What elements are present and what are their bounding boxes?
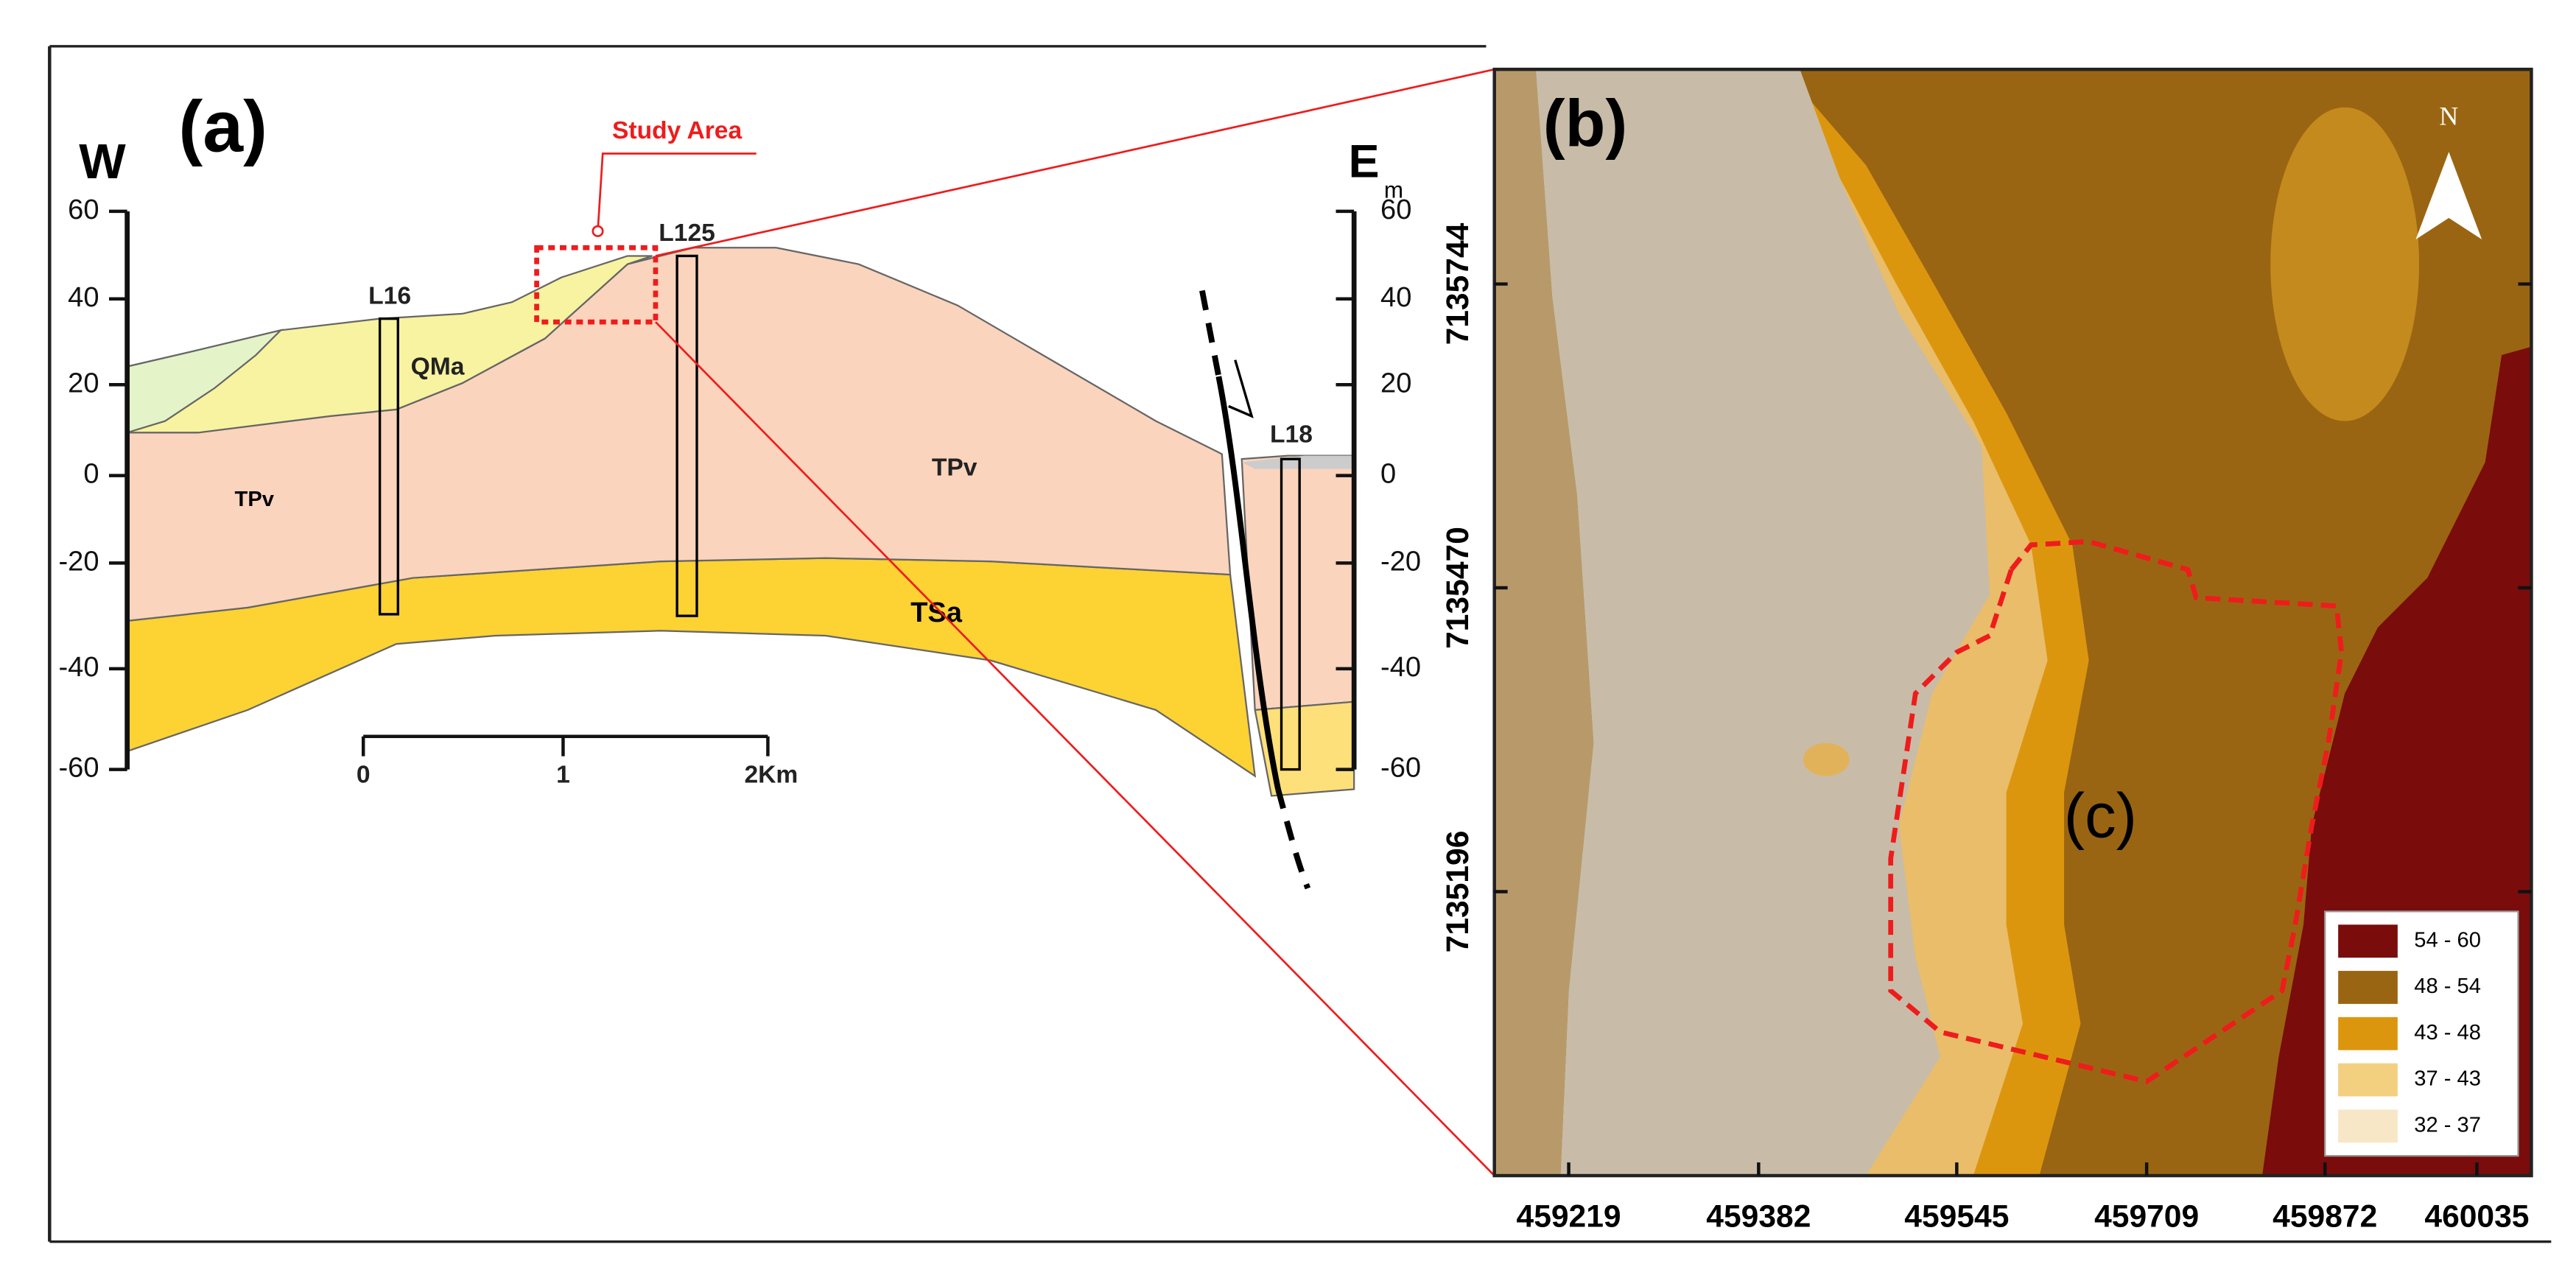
y-tick-label: 7135744 xyxy=(1440,222,1475,345)
scale-label: 0 xyxy=(357,761,371,788)
y-tick-label: 7135470 xyxy=(1440,527,1475,649)
map-ticks: 459219 459382 459545 459709 459872 460035 7135… xyxy=(1440,222,2532,1235)
fault-dashed xyxy=(1199,289,1311,890)
fault-arrow xyxy=(1228,359,1254,418)
x-tick-label: 459382 xyxy=(1706,1199,1811,1235)
ticks: 60 40 20 0 -20 -40 -60 60 40 20 0 -20 -40 -60 xyxy=(58,194,1421,784)
unit-label: TSa xyxy=(910,597,963,628)
north-label: N xyxy=(2439,102,2458,131)
y-tick-label: 40 xyxy=(1380,282,1411,313)
legend-label: 37 - 43 xyxy=(2414,1067,2481,1091)
inset-label: (c) xyxy=(2064,782,2137,852)
y-tick-label: -60 xyxy=(1380,753,1421,784)
x-tick-label: 459545 xyxy=(1904,1199,2009,1235)
legend-label: 48 - 54 xyxy=(2414,975,2481,998)
legend-swatch xyxy=(2338,1063,2398,1097)
x-tick-label: 459219 xyxy=(1517,1199,1621,1235)
legend-swatch xyxy=(2338,1109,2398,1143)
legend-items: 54 - 60 48 - 54 43 - 48 37 - 43 32 - 37 xyxy=(2338,924,2481,1143)
study-area-marker xyxy=(592,225,604,237)
x-tick-label: 459709 xyxy=(2094,1199,2199,1235)
y-tick-label: -60 xyxy=(58,753,99,784)
y-tick-label: 7135196 xyxy=(1440,831,1475,953)
y-tick-label: 40 xyxy=(68,282,99,313)
study-area-label: Study Area xyxy=(612,117,742,144)
y-tick-label: 0 xyxy=(1380,459,1396,490)
green-layer xyxy=(126,329,284,434)
legend-swatch xyxy=(2338,971,2398,1004)
panel-label: (a) xyxy=(178,85,267,166)
x-tick-label: 459872 xyxy=(2273,1199,2377,1235)
fault xyxy=(1215,376,1281,790)
well-label: L16 xyxy=(368,282,411,309)
well xyxy=(378,317,399,616)
y-tick-label: 0 xyxy=(83,459,99,490)
unit-label: TPv xyxy=(235,488,275,511)
zoom-line xyxy=(655,68,1495,257)
study-area-box xyxy=(534,245,659,325)
west-label: W xyxy=(79,134,126,189)
y-tick-label: -40 xyxy=(58,652,99,683)
y-tick-label: -40 xyxy=(1380,652,1421,683)
legend-label: 32 - 37 xyxy=(2414,1113,2481,1137)
x-tick-label: 460035 xyxy=(2424,1199,2529,1235)
map-frame xyxy=(1492,67,2533,1178)
scale-label: 1 xyxy=(556,761,570,788)
legend-swatch xyxy=(2338,1017,2398,1050)
y-tick-label: -20 xyxy=(1380,546,1421,577)
well xyxy=(1280,457,1301,771)
well-label: L18 xyxy=(1270,421,1313,449)
y-tick-label: 60 xyxy=(68,194,99,225)
y-tick-label: 60 xyxy=(1380,194,1411,225)
legend-label: 43 - 48 xyxy=(2414,1021,2481,1044)
legend-swatch xyxy=(2338,924,2398,958)
unit-label: m xyxy=(1384,177,1403,203)
scale-label: 2Km xyxy=(744,761,798,788)
scale-bar xyxy=(361,734,770,756)
east-label: E xyxy=(1349,136,1380,188)
y-tick-label: 20 xyxy=(1380,368,1411,399)
surface-cap xyxy=(1241,455,1355,469)
qma-layer xyxy=(126,255,653,434)
study-area-leader xyxy=(597,152,757,231)
zoom-line xyxy=(655,321,1495,1176)
map xyxy=(1494,69,2532,1176)
y-tick-label: 20 xyxy=(68,368,99,399)
legend-label: 54 - 60 xyxy=(2414,928,2481,952)
unit-label: QMa xyxy=(411,354,465,381)
well xyxy=(675,254,698,617)
panel-label: (b) xyxy=(1543,88,1627,161)
y-tick-label: -20 xyxy=(58,546,99,577)
tsa-layer-east xyxy=(1254,701,1355,797)
cross-section xyxy=(126,247,1355,890)
well-label: L125 xyxy=(659,220,715,247)
unit-label: TPv xyxy=(932,454,978,481)
